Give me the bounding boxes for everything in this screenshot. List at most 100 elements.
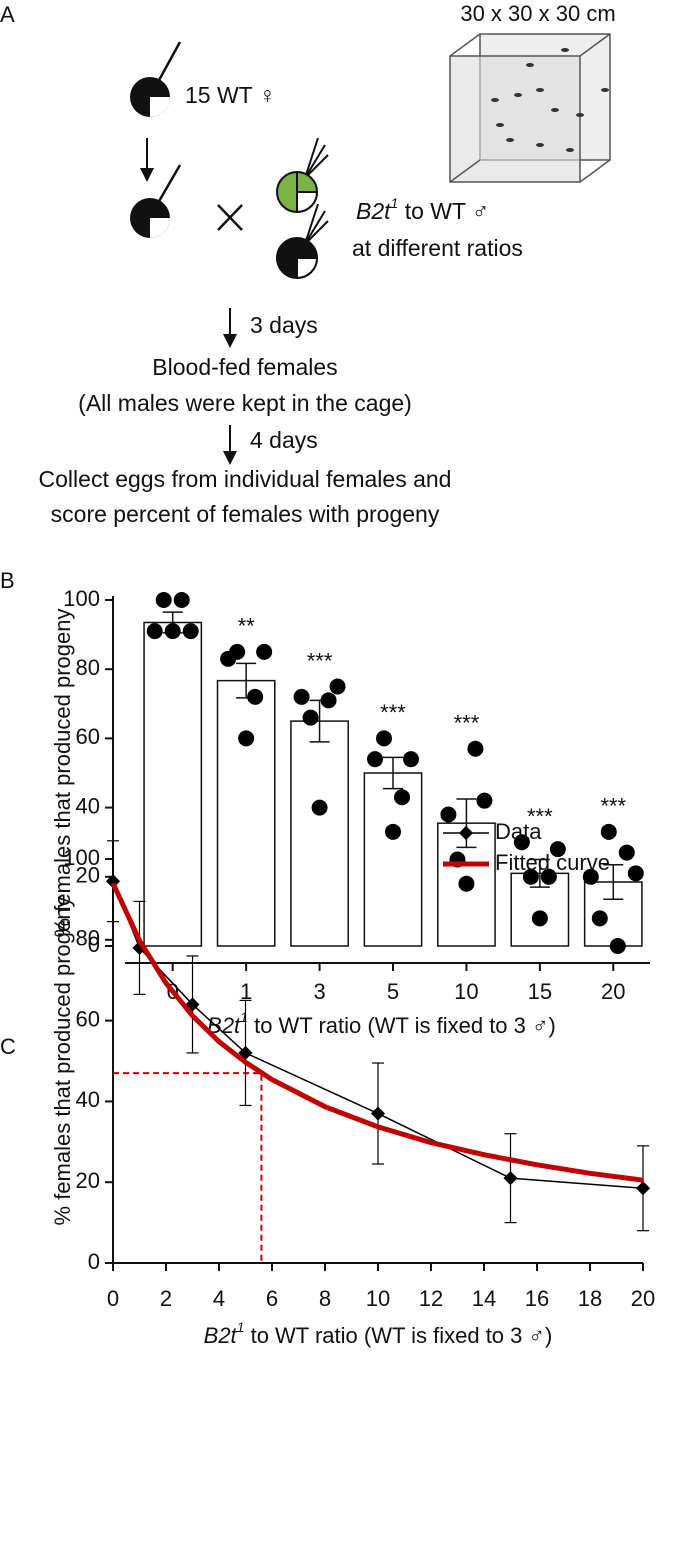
- data-point: [311, 799, 328, 816]
- step-text: (All males were kept in the cage): [78, 390, 412, 416]
- panel-label: A: [0, 2, 15, 27]
- fly: [561, 48, 569, 52]
- data-point: [467, 740, 484, 757]
- x-axis-label: B2t1 to WT ratio (WT is fixed to 3 ♂): [207, 1009, 556, 1038]
- y-tick-label: 80: [76, 655, 100, 680]
- data-point: [522, 868, 539, 885]
- fly: [506, 138, 514, 142]
- data-point: [600, 823, 617, 840]
- x-tick-label: 18: [578, 1286, 602, 1311]
- y-tick-label: 60: [76, 1006, 100, 1031]
- data-point: [146, 623, 163, 640]
- data-point: [164, 623, 181, 640]
- mosquito-female: [130, 41, 182, 117]
- data-point: [394, 789, 410, 806]
- data-point: [385, 823, 401, 840]
- step-label: 4 days: [250, 427, 318, 453]
- significance-label: ***: [307, 648, 333, 673]
- x-tick-label: 20: [631, 1286, 655, 1311]
- data-point: [582, 868, 599, 885]
- data-point: [256, 643, 273, 660]
- arrow-head: [223, 334, 237, 348]
- x-tick-label: 3: [313, 979, 325, 1004]
- cross: [217, 204, 243, 231]
- data-point: [238, 730, 255, 747]
- y-tick-label: 80: [76, 926, 100, 951]
- mosquito-male-wt: [276, 203, 329, 280]
- cage: [449, 33, 611, 183]
- data-point: [531, 910, 548, 927]
- y-tick-label: 100: [63, 586, 100, 611]
- cage-edge: [449, 159, 481, 183]
- x-axis-label: B2t1 to WT ratio (WT is fixed to 3 ♂): [204, 1319, 553, 1348]
- y-tick-label: 0: [88, 932, 100, 957]
- y-axis-label: % females that produced progeny: [50, 609, 75, 938]
- y-tick-label: 20: [76, 863, 100, 888]
- male-label: B2t1 to WT ♂: [356, 195, 489, 224]
- data-point: [182, 623, 199, 640]
- data-point: [367, 751, 383, 768]
- y-axis-label: % females that produced progeny: [50, 897, 75, 1226]
- y-tick-label: 0: [88, 1249, 100, 1274]
- x-tick-label: 5: [387, 979, 399, 1004]
- data-point: [320, 692, 337, 709]
- x-tick-label: 10: [454, 979, 478, 1004]
- allele: 1: [391, 195, 399, 211]
- mosquito-female: [130, 164, 182, 238]
- x-tick-label: 14: [472, 1286, 496, 1311]
- data-point: [591, 910, 608, 927]
- fly: [566, 148, 574, 152]
- data-marker: [370, 1106, 386, 1121]
- fly: [536, 88, 544, 92]
- step-text: Blood-fed females: [152, 354, 337, 380]
- fly: [491, 98, 499, 102]
- data-point: [513, 834, 530, 851]
- significance-label: ***: [527, 804, 553, 829]
- x-label-gene: B2t: [204, 1323, 238, 1348]
- mosquito-male-b2t: [276, 137, 329, 214]
- x-tick-label: 4: [213, 1286, 225, 1311]
- data-point: [229, 643, 246, 660]
- fly: [526, 63, 534, 67]
- bar: [143, 621, 203, 947]
- fitted-curve: [110, 882, 644, 1183]
- y-tick-label: 100: [63, 845, 100, 870]
- data-point: [329, 678, 346, 695]
- flies: [491, 48, 609, 152]
- data-point: [540, 868, 557, 885]
- male-rest: to WT ♂: [398, 198, 489, 224]
- cage-edge: [579, 33, 611, 57]
- y-tick-label: 20: [76, 1168, 100, 1193]
- gene: B2t: [356, 198, 392, 224]
- data-point: [155, 592, 172, 608]
- x-tick-label: 6: [266, 1286, 278, 1311]
- x-label-rest: to WT ratio (WT is fixed to 3 ♂): [244, 1323, 552, 1348]
- data-marker: [503, 1171, 518, 1186]
- x-tick-label: 12: [419, 1286, 443, 1311]
- data-point: [609, 938, 626, 954]
- arrow-head: [223, 451, 237, 465]
- female-label: 15 WT ♀: [185, 82, 276, 108]
- panel-label: B: [0, 568, 15, 593]
- ratio-label: at different ratios: [352, 235, 523, 261]
- fly: [576, 113, 584, 117]
- significance-label: **: [238, 614, 256, 639]
- bar: [216, 679, 276, 947]
- y-tick-label: 40: [76, 1087, 100, 1112]
- x-label-allele: 1: [240, 1009, 248, 1025]
- fly: [536, 143, 544, 147]
- data-marker: [105, 874, 121, 889]
- data-point: [293, 688, 310, 705]
- x-tick-label: 16: [525, 1286, 549, 1311]
- panel-label: C: [0, 1034, 16, 1059]
- fly: [551, 108, 559, 112]
- data-point: [376, 730, 392, 747]
- x-tick-label: 20: [601, 979, 625, 1004]
- x-label-allele: 1: [237, 1319, 245, 1335]
- significance-label: ***: [380, 700, 406, 725]
- step-text: Collect eggs from individual females and: [39, 466, 452, 492]
- data-point: [247, 688, 264, 705]
- x-label-rest: to WT ratio (WT is fixed to 3 ♂): [248, 1013, 556, 1038]
- cage-edge: [579, 159, 611, 183]
